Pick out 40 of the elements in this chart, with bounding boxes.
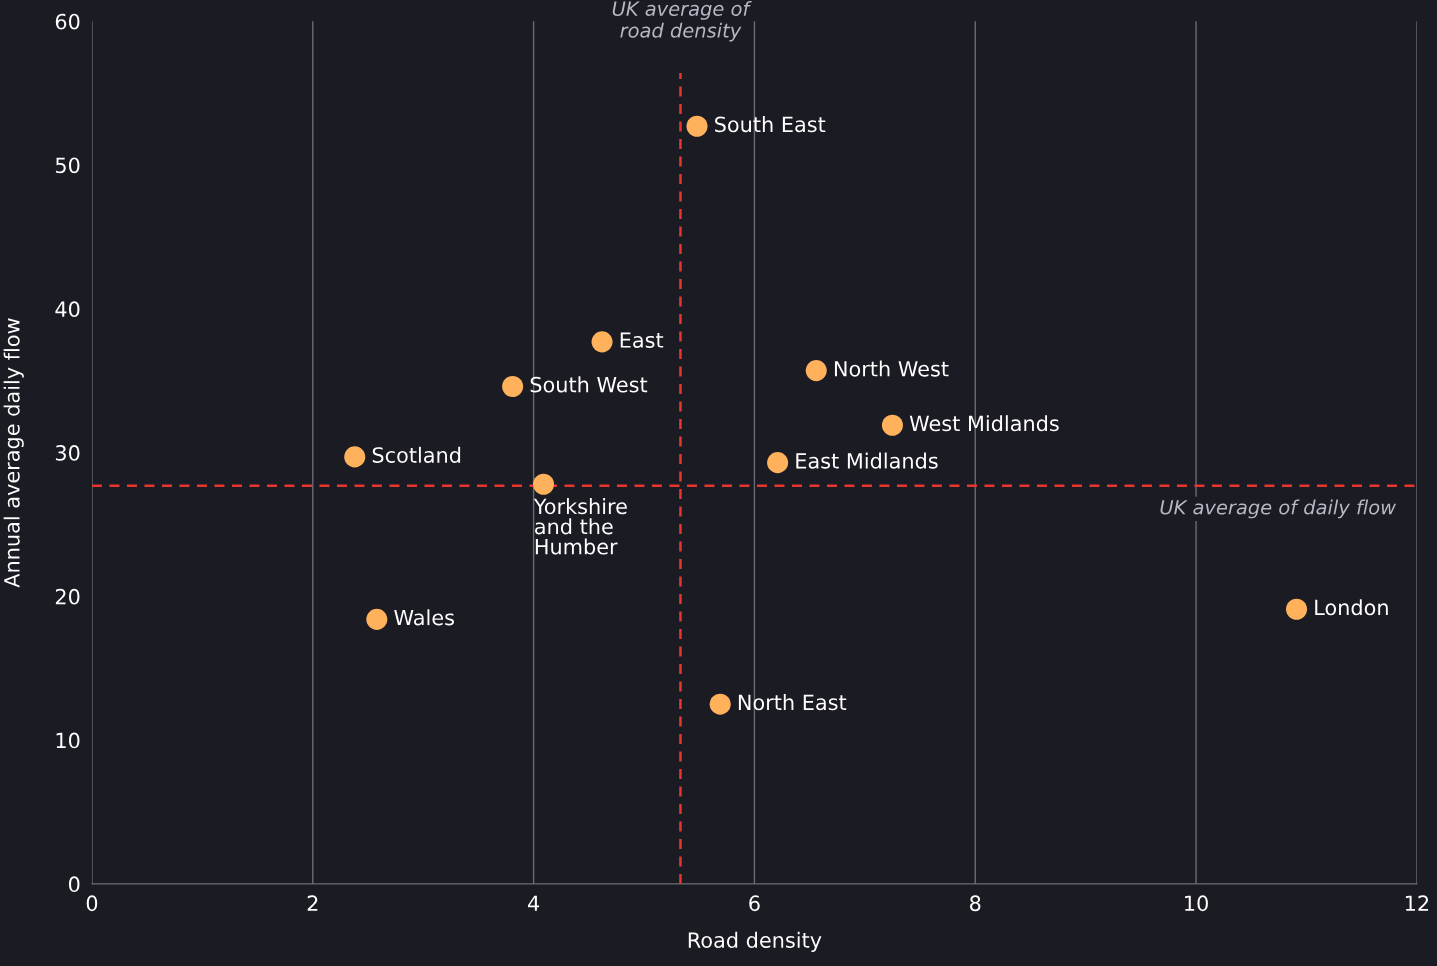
y-tick-label: 10 bbox=[56, 732, 80, 749]
annotation: Wales bbox=[394, 609, 454, 626]
x-tick-label: 8 bbox=[970, 895, 981, 912]
point bbox=[881, 414, 903, 436]
annotation: South East bbox=[715, 116, 826, 133]
point bbox=[767, 452, 789, 474]
x-tick-label: 2 bbox=[307, 895, 318, 911]
annotation: North East bbox=[738, 694, 847, 711]
annotation: London bbox=[1315, 599, 1388, 616]
y-tick-label: 50 bbox=[55, 157, 80, 174]
y-tick-label: 0 bbox=[68, 876, 80, 893]
x-tick-label: 12 bbox=[1405, 895, 1429, 911]
ref-line-label: UK average of road density bbox=[612, 0, 752, 42]
annotation: Yorkshire and the Humber bbox=[533, 498, 627, 555]
point bbox=[533, 473, 555, 495]
point bbox=[344, 446, 366, 468]
y-tick-label: 40 bbox=[55, 301, 80, 318]
x-tick-label: 4 bbox=[528, 895, 540, 911]
annotation: South West bbox=[530, 376, 648, 393]
point bbox=[366, 608, 388, 630]
annotation: East bbox=[620, 332, 664, 348]
annotation: West Midlands bbox=[909, 415, 1059, 432]
y-axis-title: Annual average daily flow bbox=[3, 318, 24, 588]
point bbox=[805, 360, 827, 382]
point bbox=[709, 693, 731, 715]
x-tick-label: 6 bbox=[749, 895, 760, 912]
point bbox=[686, 115, 708, 137]
y-tick-label: 60 bbox=[55, 13, 80, 30]
ref-line-label: UK average of daily flow bbox=[1160, 499, 1397, 519]
point bbox=[1286, 598, 1308, 620]
x-axis-title: Road density bbox=[688, 931, 822, 952]
annotation: Scotland bbox=[372, 446, 461, 463]
annotation: East Midlands bbox=[796, 452, 938, 469]
point bbox=[591, 331, 613, 353]
y-tick-label: 20 bbox=[55, 588, 80, 605]
y-tick-label: 30 bbox=[55, 445, 80, 461]
x-tick-label: 10 bbox=[1185, 895, 1208, 912]
point bbox=[502, 375, 524, 397]
x-tick-label: 0 bbox=[86, 895, 98, 912]
annotation: North West bbox=[834, 360, 949, 377]
